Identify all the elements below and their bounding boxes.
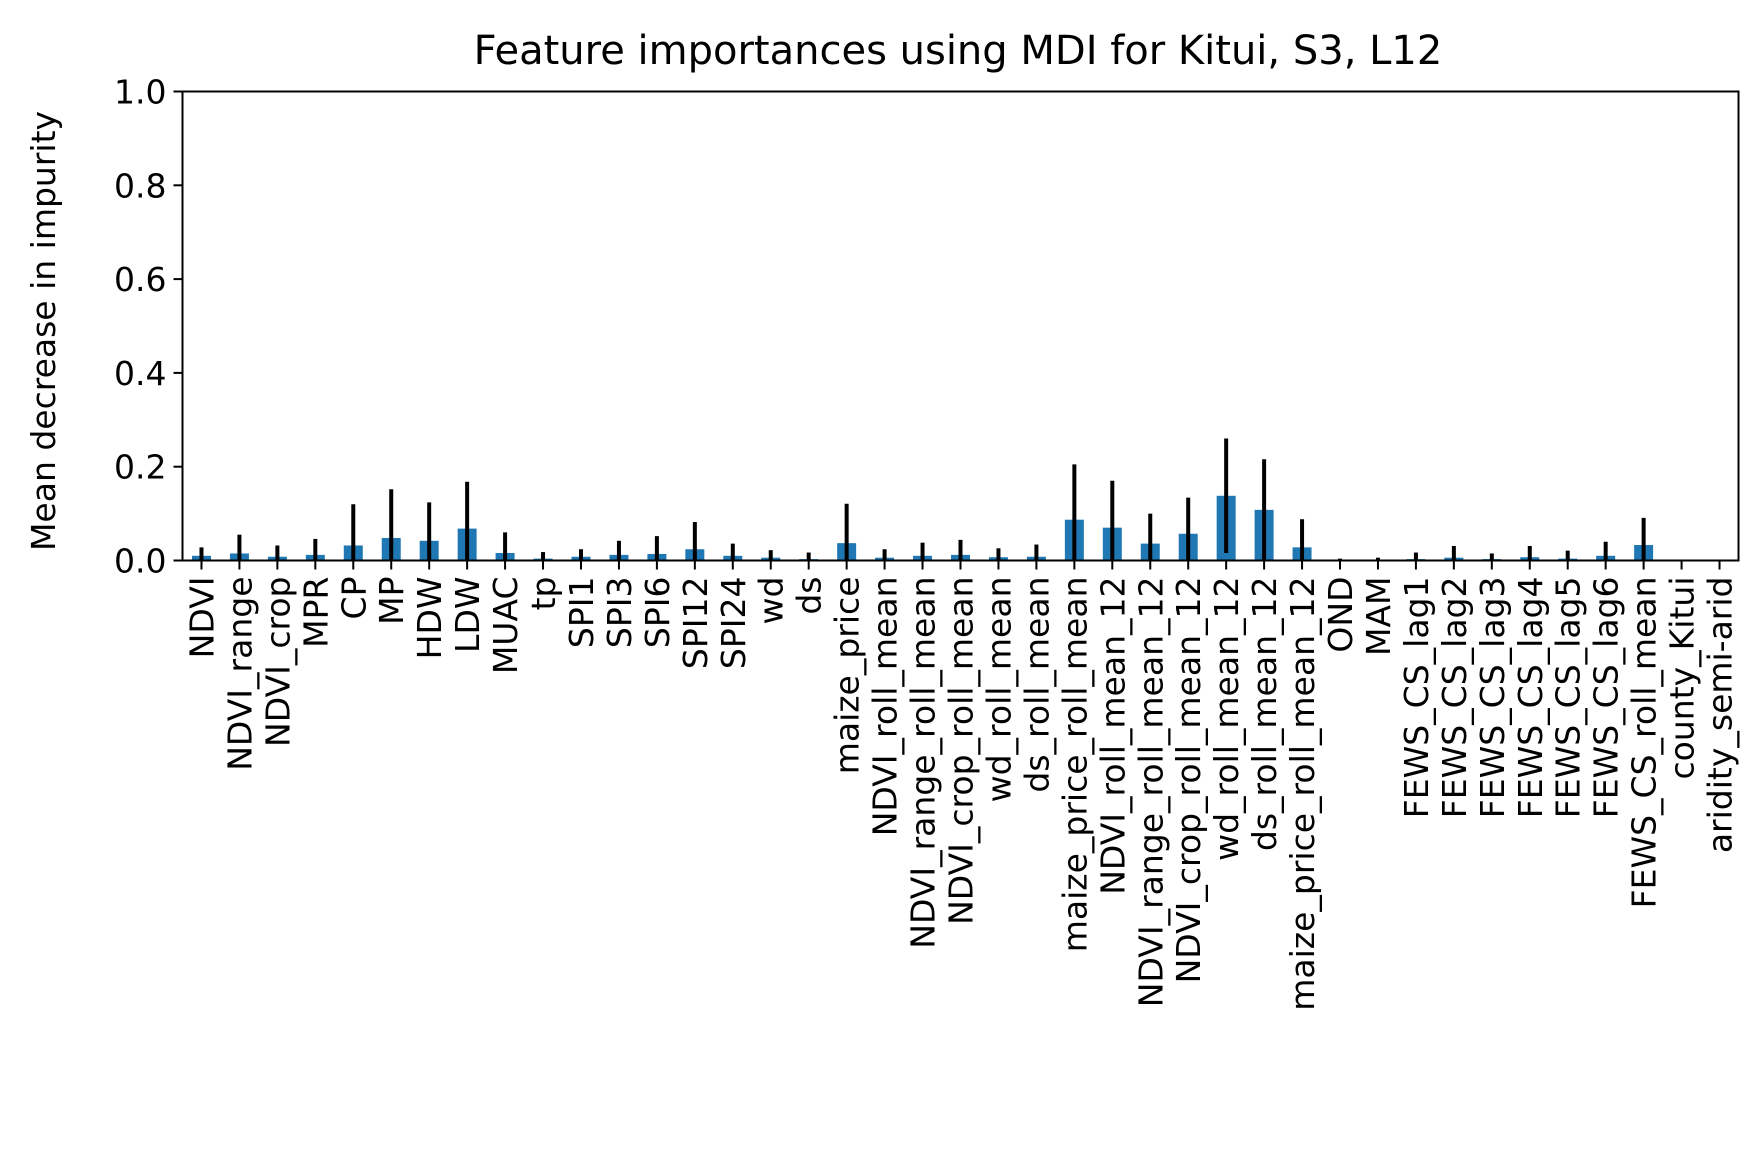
x-tick-label: NDVI_crop_roll_mean	[942, 577, 981, 925]
x-tick-label: MAM	[1359, 577, 1398, 657]
x-tick-label: ds_roll_mean	[1017, 577, 1056, 793]
x-tick-label: FEWS_CS_lag3	[1473, 577, 1512, 819]
x-tick-label: NDVI_range_roll_mean_12	[1131, 577, 1170, 1008]
x-tick-label: FEWS_CS_lag2	[1435, 577, 1474, 819]
x-tick-label: OND	[1321, 577, 1360, 653]
x-tick-label: FEWS_CS_lag4	[1511, 577, 1550, 819]
x-tick-label: FEWS_CS_roll_mean	[1625, 577, 1664, 909]
x-tick-label: NDVI_roll_mean_12	[1093, 577, 1132, 895]
x-tick-label: NDVI_crop	[258, 577, 297, 747]
y-tick-label: 0.4	[114, 354, 166, 393]
chart-title: Feature importances using MDI for Kitui,…	[474, 28, 1443, 74]
x-tick-label: LDW	[448, 577, 487, 653]
x-tick-label: county_Kitui	[1663, 577, 1702, 780]
x-tick-label: wd_roll_mean_12	[1207, 577, 1246, 861]
error-bars-group	[199, 438, 1646, 561]
x-tick-label: NDVI_range	[220, 577, 259, 771]
x-tick-label: SPI12	[676, 577, 715, 670]
y-tick-label: 0.6	[114, 260, 166, 299]
x-tick-label: maize_price	[828, 577, 867, 775]
x-tick-label: SPI6	[638, 577, 677, 649]
x-tick-label: ds_roll_mean_12	[1245, 577, 1284, 852]
y-tick-label: 0.0	[114, 542, 166, 581]
x-tick-label: MPR	[296, 577, 335, 648]
x-tick-label: FEWS_CS_lag5	[1549, 577, 1588, 819]
x-tick-label: ds	[790, 577, 829, 615]
x-tick-label: NDVI_range_roll_mean	[904, 577, 943, 949]
x-tick-label: FEWS_CS_lag1	[1397, 577, 1436, 819]
plot-frame	[181, 90, 1740, 562]
x-tick-label: NDVI_roll_mean	[866, 577, 905, 837]
x-tick-label: NDVI_crop_roll_mean_12	[1169, 577, 1208, 984]
x-tick-label: SPI24	[714, 577, 753, 670]
x-tick-label: SPI1	[562, 577, 601, 649]
x-tick-label: MP	[372, 577, 411, 625]
x-axis: NDVINDVI_rangeNDVI_cropMPRCPMPHDWLDWMUAC…	[182, 560, 1740, 1011]
y-tick-label: 0.8	[114, 166, 166, 205]
x-tick-label: HDW	[410, 577, 449, 660]
x-tick-label: CP	[334, 577, 373, 620]
y-tick-label: 1.0	[114, 73, 166, 112]
y-axis: 0.0 0.2 0.4 0.6 0.8 1.0	[114, 73, 183, 581]
x-tick-label: NDVI	[182, 577, 221, 659]
x-tick-label: maize_price_roll_mean_12	[1283, 577, 1322, 1011]
x-tick-label: MUAC	[486, 577, 525, 675]
x-tick-label: tp	[524, 577, 563, 611]
x-tick-label: wd_roll_mean	[979, 577, 1018, 803]
y-axis-label: Mean decrease in impurity	[24, 111, 63, 551]
y-tick-label: 0.2	[114, 448, 166, 487]
x-tick-label: maize_price_roll_mean	[1055, 577, 1094, 953]
x-tick-label: FEWS_CS_lag6	[1587, 577, 1626, 819]
x-tick-label: SPI3	[600, 577, 639, 649]
x-tick-label: aridity_semi-arid	[1701, 577, 1740, 854]
x-tick-label: wd	[752, 577, 791, 625]
